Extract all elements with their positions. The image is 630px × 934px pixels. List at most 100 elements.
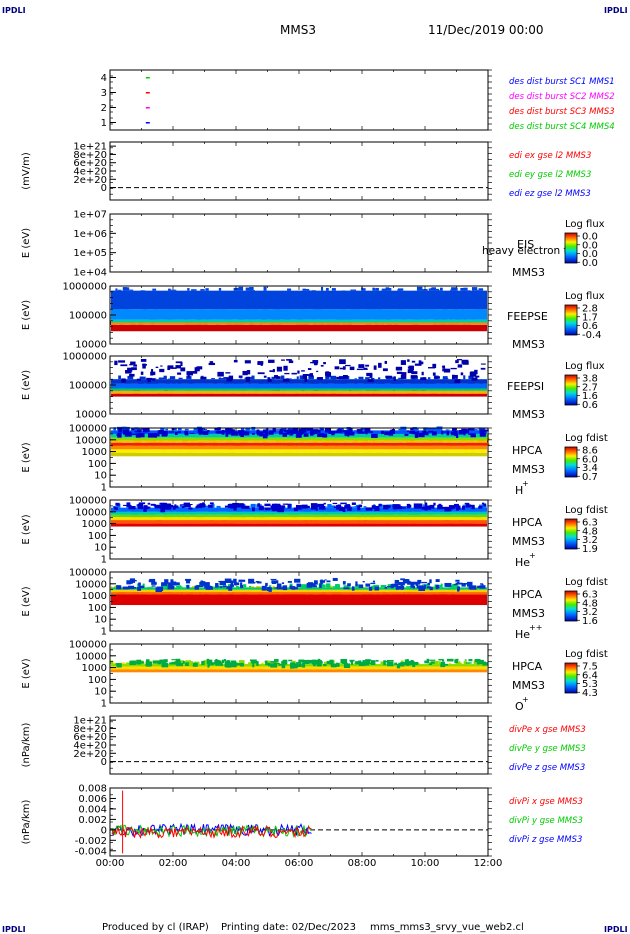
heatmap-speckle	[201, 431, 207, 434]
heatmap-speckle	[412, 585, 416, 589]
heatmap-speckle	[428, 663, 433, 666]
heatmap-speckle	[428, 430, 434, 433]
heatmap-speckle	[390, 584, 394, 589]
heatmap-speckle	[282, 659, 288, 665]
heatmap-speckle	[468, 584, 473, 590]
heatmap-speckle	[261, 585, 267, 591]
heatmap-speckle	[184, 504, 191, 508]
y-tick-label: 1e+21	[73, 716, 107, 727]
heatmap-fringe	[205, 288, 209, 291]
heatmap-speckle	[187, 375, 190, 378]
heatmap-fringe	[370, 377, 375, 380]
heatmap-speckle	[394, 662, 397, 665]
heatmap-speckle	[264, 660, 268, 664]
x-tick-label: 06:00	[285, 858, 314, 869]
colorbar-tick-label: 1.7	[582, 312, 598, 323]
heatmap-speckle	[150, 371, 154, 376]
heatmap-speckle	[483, 503, 487, 507]
heatmap-speckle	[398, 581, 405, 586]
heatmap-band	[111, 594, 487, 606]
heatmap-speckle	[152, 378, 156, 381]
heatmap-fringe	[296, 376, 299, 380]
heatmap-fringe	[240, 427, 245, 431]
x-tick-label: 12:00	[474, 858, 503, 869]
heatmap-speckle	[442, 659, 445, 662]
heatmap-speckle	[394, 504, 401, 509]
heatmap-speckle	[127, 580, 133, 584]
heatmap-speckle	[370, 662, 376, 665]
heatmap-speckle	[240, 662, 244, 667]
heatmap-fringe	[442, 376, 448, 380]
heatmap-speckle	[365, 507, 373, 511]
heatmap-speckle	[387, 659, 394, 662]
heatmap-speckle	[433, 502, 436, 506]
heatmap-fringe	[436, 290, 441, 291]
heatmap-speckle	[410, 659, 414, 663]
heatmap-speckle	[138, 433, 145, 438]
colorbar-tick-label: 2.8	[582, 304, 598, 315]
heatmap-speckle	[203, 504, 206, 508]
heatmap-fringe	[211, 503, 215, 508]
instrument-spacecraft-label: MMS3	[512, 535, 545, 548]
y-axis-label: (nPa/km)	[21, 723, 32, 768]
instrument-spacecraft-label: MMS3	[512, 266, 545, 279]
colorbar-title: Log fdist	[565, 649, 608, 660]
heatmap-fringe	[245, 287, 251, 291]
heatmap-speckle	[304, 376, 308, 382]
heatmap-speckle	[351, 502, 356, 505]
heatmap-fringe	[439, 287, 443, 291]
heatmap-speckle	[268, 377, 271, 380]
heatmap-speckle	[456, 433, 459, 438]
heatmap-speckle	[387, 586, 392, 588]
heatmap-band	[111, 442, 487, 446]
x-axis: 00:00 02:00 04:00 06:00 08:00 10:00 12:00	[96, 858, 503, 869]
heatmap-speckle	[295, 433, 302, 438]
y-tick-label: -0.002	[75, 836, 107, 847]
y-tick-label: 4e+20	[73, 741, 107, 752]
colorbar-tick-label: 0.0	[582, 249, 598, 260]
heatmap-speckle	[424, 502, 428, 506]
panel-frame	[109, 643, 489, 704]
heatmap-fringe	[322, 584, 326, 588]
heatmap-fringe	[463, 661, 467, 665]
heatmap-fringe	[398, 288, 404, 291]
heatmap-speckle	[175, 361, 183, 364]
heatmap-speckle	[241, 505, 245, 509]
heatmap-fringe	[160, 428, 165, 431]
heatmap-fringe	[169, 289, 175, 291]
heatmap-fringe	[464, 663, 469, 665]
heatmap-speckle	[246, 370, 251, 375]
colorbar-tick-label: 3.2	[582, 535, 598, 546]
heatmap-fringe	[179, 660, 185, 665]
instrument-label: EIS	[517, 238, 534, 251]
heatmap-speckle	[281, 359, 285, 361]
heatmap-speckle	[224, 578, 232, 584]
heatmap-speckle	[330, 663, 337, 668]
heatmap-band	[111, 393, 487, 397]
heatmap-fringe	[275, 429, 281, 431]
heatmap-speckle	[455, 582, 463, 585]
heatmap-speckle	[226, 660, 231, 664]
y-tick-label: 4	[101, 73, 107, 84]
heatmap-band	[111, 440, 487, 443]
heatmap-speckle	[306, 505, 310, 509]
heatmap-speckle	[477, 659, 484, 665]
colorbar-tick-label: 0.0	[582, 258, 598, 269]
heatmap-speckle	[113, 506, 116, 508]
legend-entry: des dist burst SC2 MMS2	[509, 92, 615, 102]
heatmap-speckle	[252, 581, 256, 584]
panel-frame	[109, 715, 489, 775]
heatmap-speckle	[365, 429, 368, 435]
heatmap-speckle	[128, 504, 131, 510]
panel-frame	[109, 787, 489, 857]
heatmap-speckle	[169, 662, 176, 665]
instrument-spacecraft-label: MMS3	[512, 463, 545, 476]
heatmap-speckle	[255, 580, 260, 583]
heatmap-speckle	[421, 581, 427, 584]
legend-entry: divPe x gse MMS3	[509, 725, 586, 735]
heatmap-speckle	[207, 429, 210, 433]
heatmap-speckle	[147, 433, 155, 438]
heatmap-speckle	[441, 430, 444, 435]
y-tick-label: 10000	[75, 651, 107, 662]
